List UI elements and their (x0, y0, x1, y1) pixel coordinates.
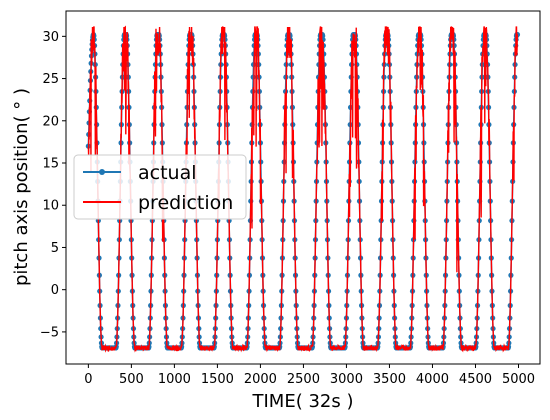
x-tick-label: 4000 (416, 372, 449, 387)
x-tick-label: 3500 (373, 372, 406, 387)
x-tick-label: 1000 (158, 372, 191, 387)
plot-area (85, 25, 521, 353)
x-tick-label: 2000 (244, 372, 277, 387)
legend-actual-marker (99, 169, 105, 175)
x-tick-label: 4500 (459, 372, 492, 387)
prediction-series (87, 25, 518, 353)
y-tick-label: 15 (42, 157, 59, 172)
x-axis-label: TIME( 32s ) (252, 391, 354, 412)
y-tick-label: 20 (42, 114, 59, 129)
y-tick-label: 30 (42, 30, 59, 45)
x-tick-label: 5000 (502, 372, 535, 387)
legend-actual-label: actual (138, 162, 197, 184)
y-tick-label: 0 (51, 283, 59, 298)
x-tick-label: 500 (119, 372, 144, 387)
y-tick-label: 25 (42, 72, 59, 87)
y-axis-label: pitch axis position( ° ) (11, 88, 32, 286)
y-tick-label: 5 (51, 241, 59, 256)
actual-point (250, 74, 256, 80)
x-tick-label: 2500 (287, 372, 320, 387)
prediction-line (87, 25, 518, 353)
y-tick-label: 10 (42, 199, 59, 214)
y-axis: −5 0 5 10 15 20 25 30 (40, 30, 66, 340)
legend-prediction-label: prediction (138, 192, 233, 214)
x-axis: 0 500 1000 1500 2000 2500 3000 3500 4000 4500 5000 (84, 364, 535, 387)
x-tick-label: 1500 (201, 372, 234, 387)
legend: actual prediction (73, 154, 247, 220)
x-tick-label: 3000 (330, 372, 363, 387)
x-tick-label: 0 (84, 372, 92, 387)
y-tick-label: −5 (40, 325, 59, 340)
